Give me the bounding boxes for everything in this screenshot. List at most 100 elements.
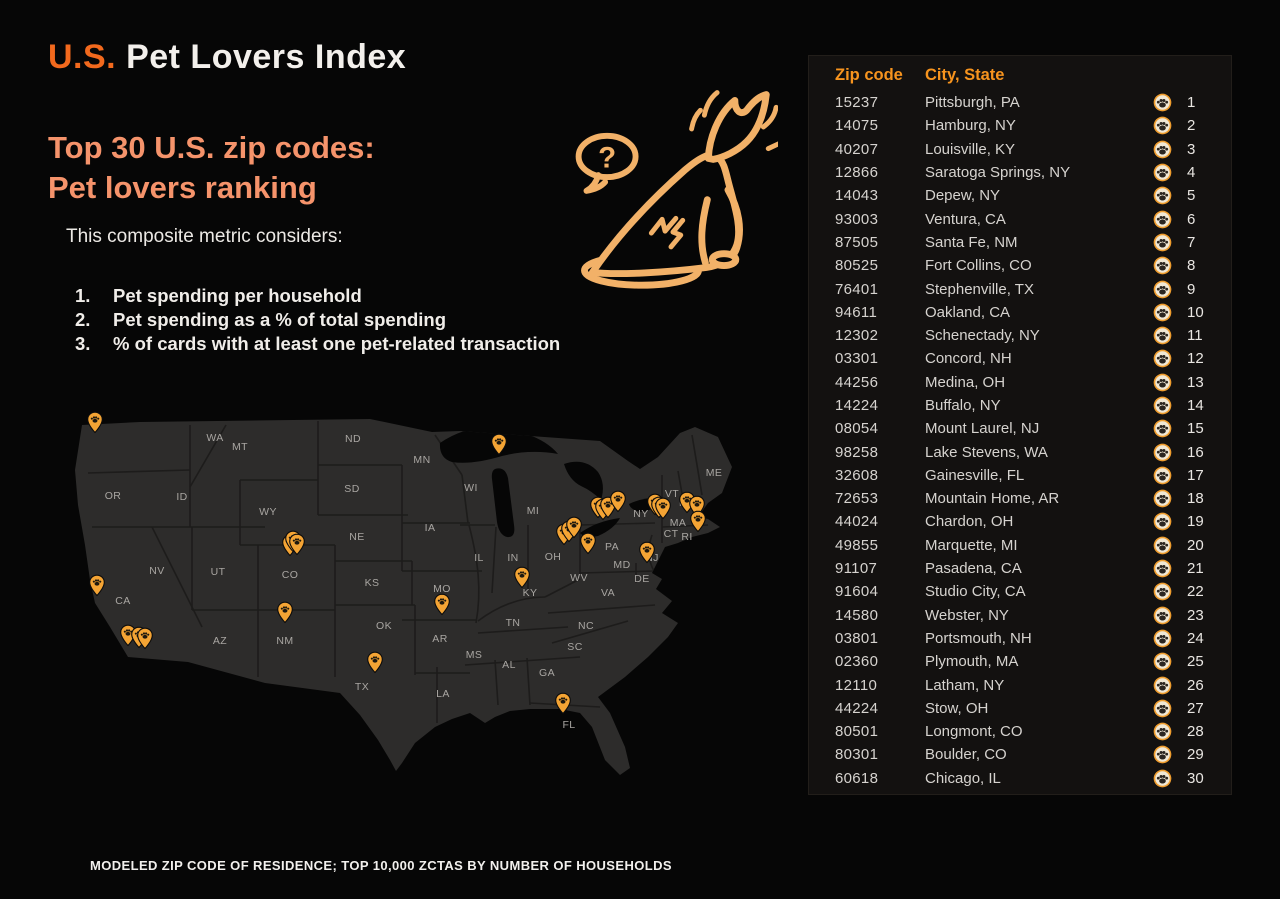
city-state: Louisville, KY	[925, 140, 1016, 158]
rank-number: 12	[1187, 350, 1204, 368]
zip-code: 12110	[835, 676, 878, 694]
zip-code: 93003	[835, 210, 879, 228]
map-pin-icon	[690, 510, 707, 533]
state-label-SC: SC	[567, 641, 583, 653]
metric-number: 1.	[75, 285, 91, 306]
map-pin-icon	[580, 532, 597, 555]
city-state: Medina, OH	[925, 373, 1006, 391]
state-label-AL: AL	[502, 659, 516, 671]
table-row: 12302 Schenectady, NY 11	[835, 324, 1215, 347]
map-pin-icon	[555, 692, 572, 715]
paw-badge-icon	[1153, 699, 1172, 718]
paw-badge-icon	[1153, 419, 1172, 438]
rank-number: 24	[1187, 629, 1204, 647]
map-pin-icon	[639, 541, 656, 564]
zip-code: 94611	[835, 303, 878, 321]
table-row: 14580 Webster, NY 23	[835, 604, 1215, 627]
zip-code: 08054	[835, 420, 879, 438]
question-mark: ?	[598, 141, 616, 174]
rank-number: 7	[1187, 233, 1196, 251]
paw-badge-icon	[1153, 512, 1172, 531]
table-row: 14075 Hamburg, NY 2	[835, 114, 1215, 137]
paw-badge-icon	[1153, 629, 1172, 648]
state-borders	[87, 421, 709, 723]
map-pin-icon	[367, 651, 384, 674]
table-row: 87505 Santa Fe, NM 7	[835, 231, 1215, 254]
zip-code: 44224	[835, 699, 879, 717]
state-label-LA: LA	[436, 688, 450, 700]
zip-code: 91107	[835, 560, 878, 578]
paw-badge-icon	[1153, 210, 1172, 229]
state-label-OK: OK	[376, 620, 392, 632]
zip-code: 12302	[835, 327, 879, 345]
speech-bubble	[575, 132, 639, 181]
map-pin-icon	[491, 433, 508, 456]
table-row: 80525 Fort Collins, CO 8	[835, 254, 1215, 277]
state-label-CT: CT	[663, 528, 679, 540]
land-silhouette	[75, 419, 732, 775]
paw-badge-icon	[1153, 536, 1172, 555]
state-label-ME: ME	[705, 467, 723, 479]
zip-code: 03801	[835, 629, 879, 647]
zip-code: 14224	[835, 397, 879, 414]
state-label-OR: OR	[104, 490, 122, 502]
table-row: 94611 Oakland, CA 10	[835, 301, 1215, 324]
state-label-IL: IL	[474, 552, 484, 564]
zip-code: 72653	[835, 490, 879, 508]
motion-line	[701, 90, 720, 118]
title-accent: U.S.	[48, 38, 117, 76]
metric-text: Pet spending per household	[113, 285, 362, 306]
rank-number: 21	[1187, 560, 1204, 578]
city-state: Longmont, CO	[925, 723, 1023, 741]
state-label-KS: KS	[364, 577, 380, 589]
city-state: Hamburg, NY	[925, 117, 1016, 135]
paw-badge-icon	[1153, 652, 1172, 671]
zip-code: 15237	[835, 94, 879, 112]
map-pin-icon	[87, 411, 104, 434]
map-pin-icon	[610, 490, 627, 513]
lake-huron	[564, 461, 603, 500]
table-row: 03301 Concord, NH 12	[835, 347, 1215, 370]
paw-badge-icon	[1153, 140, 1172, 159]
paw-badge-icon	[1153, 559, 1172, 578]
rank-number: 28	[1187, 723, 1204, 741]
col-header-city: City, State	[925, 66, 1005, 84]
city-state: Chardon, OH	[925, 513, 1014, 531]
zip-code: 14580	[835, 606, 879, 624]
us-map-silhouette	[75, 419, 732, 775]
state-label-MS: MS	[465, 649, 483, 661]
state-label-TN: TN	[505, 617, 521, 629]
state-label-MD: MD	[613, 559, 631, 571]
city-state: Buffalo, NY	[925, 397, 1001, 414]
state-label-MO: MO	[433, 583, 451, 595]
city-state: Oakland, CA	[925, 303, 1011, 321]
intro-text: This composite metric considers:	[66, 226, 343, 247]
city-state: Stephenville, TX	[925, 280, 1034, 298]
rank-number: 22	[1187, 583, 1204, 601]
city-state: Pittsburgh, PA	[925, 94, 1020, 112]
table-row: 91604 Studio City, CA 22	[835, 580, 1215, 603]
paw-badge-icon	[1153, 745, 1172, 764]
rank-number: 13	[1187, 373, 1204, 391]
rank-number: 8	[1187, 257, 1196, 275]
city-state: Studio City, CA	[925, 583, 1026, 601]
paw-badge-icon	[1153, 233, 1172, 252]
city-state: Ventura, CA	[925, 210, 1006, 228]
fur-mark	[648, 215, 679, 236]
rank-number: 23	[1187, 606, 1204, 624]
page-title: U.S. Pet Lovers Index	[48, 38, 406, 77]
city-state: Depew, NY	[925, 187, 1001, 205]
state-label-NV: NV	[149, 565, 165, 577]
rank-number: 17	[1187, 466, 1204, 484]
state-label-WA: WA	[206, 432, 224, 444]
state-label-NE: NE	[349, 531, 365, 543]
rank-number: 1	[1187, 94, 1196, 112]
state-label-UT: UT	[210, 566, 226, 578]
table-row: 44024 Chardon, OH 19	[835, 510, 1215, 533]
rank-number: 3	[1187, 140, 1196, 158]
zip-code: 14043	[835, 187, 879, 205]
table-row: 72653 Mountain Home, AR 18	[835, 487, 1215, 510]
zip-code: 49855	[835, 536, 879, 554]
city-state: Boulder, CO	[925, 746, 1007, 764]
table-row: 32608 Gainesville, FL 17	[835, 464, 1215, 487]
